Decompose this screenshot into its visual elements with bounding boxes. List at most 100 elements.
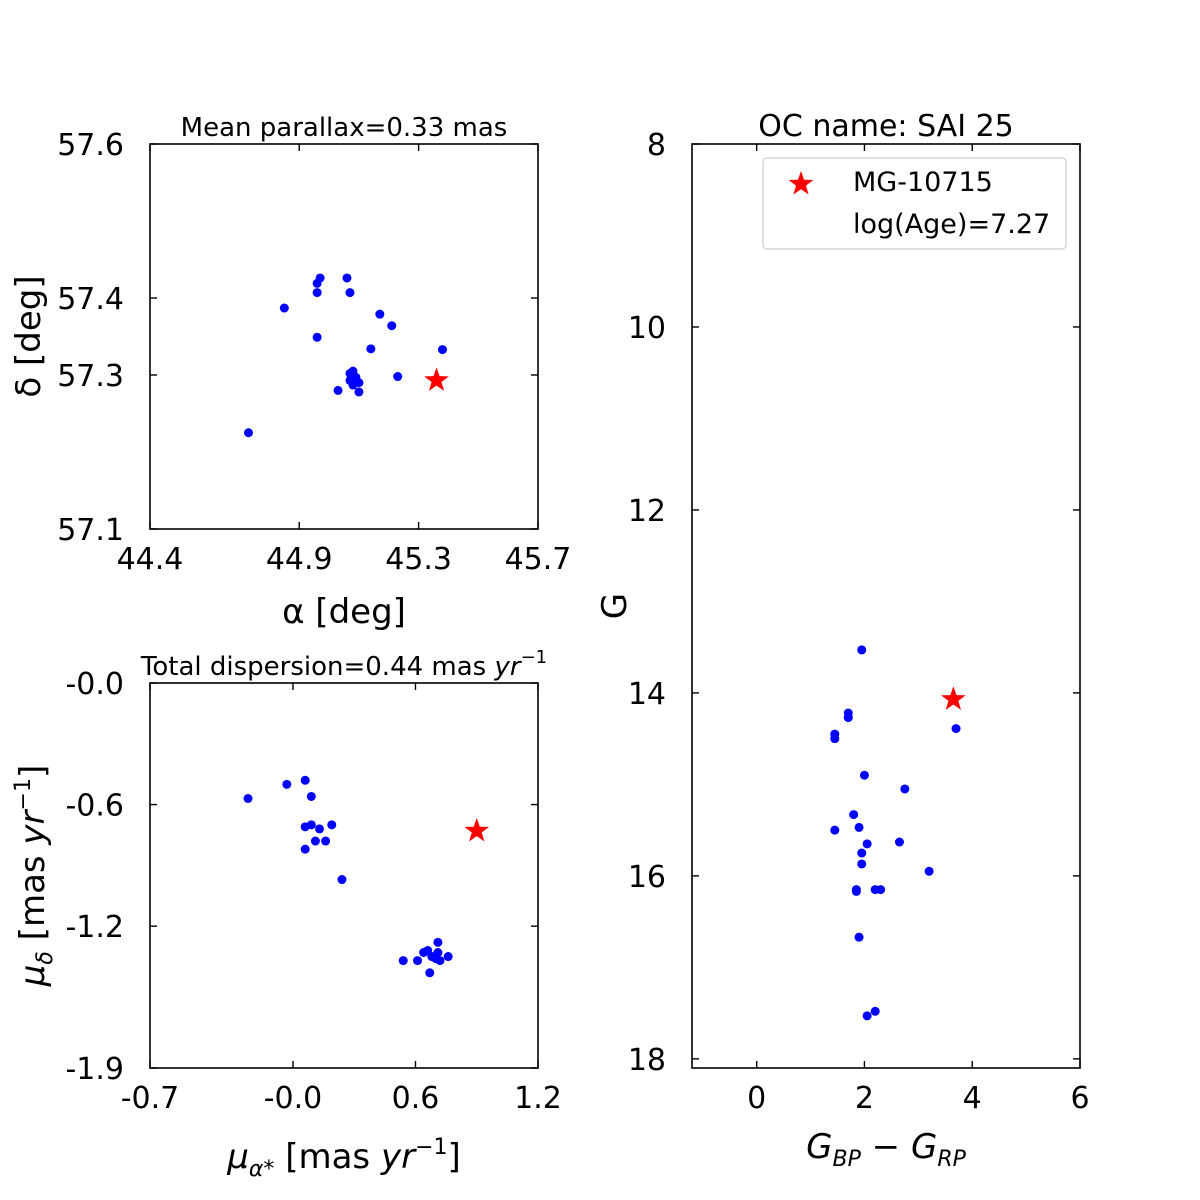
member-point [337, 875, 347, 885]
member-point [857, 859, 867, 869]
member-point [854, 932, 864, 942]
x-tick-label: 45.7 [505, 542, 572, 577]
y-axis-label: μδ [mas yr−1] [11, 765, 58, 987]
member-point [849, 810, 859, 820]
member-point [854, 822, 864, 832]
plot-frame [149, 682, 539, 1069]
y-tick-label: 8 [647, 128, 666, 163]
x-tick-label: 0.6 [392, 1081, 440, 1116]
member-point [876, 885, 886, 895]
chart-title: Total dispersion=0.44 mas yr−1 [140, 647, 547, 682]
member-point [306, 791, 316, 801]
y-tick-label: 57.1 [57, 513, 124, 548]
target-star-marker [941, 686, 966, 710]
member-point [321, 836, 331, 846]
plot-frame [691, 143, 1081, 1069]
y-tick-label: -0.6 [65, 789, 124, 824]
x-tick-label: -0.7 [121, 1081, 180, 1116]
y-tick-label: -1.9 [65, 1052, 124, 1087]
y-tick-label: 14 [628, 677, 666, 712]
panel-proper-motion: -0.7 -0.0 0.6 1.2 -1.9 -1.2 -0.6 -0.0 Total disp… [11, 647, 562, 1182]
x-tick-label: 44.9 [266, 542, 333, 577]
member-point [375, 309, 385, 319]
member-point [830, 825, 840, 835]
member-point [870, 1006, 880, 1016]
member-point [279, 303, 289, 313]
member-point [327, 820, 337, 830]
member-point [312, 288, 322, 298]
member-point [900, 784, 910, 794]
member-point [333, 385, 343, 395]
member-point [310, 836, 320, 846]
member-point [366, 344, 376, 354]
y-tick-label: -1.2 [65, 910, 124, 945]
x-axis-label: α [deg] [282, 592, 406, 632]
member-point [862, 839, 872, 849]
legend-label: MG-10715 [853, 167, 993, 198]
target-star-marker [424, 367, 449, 391]
member-point [433, 948, 443, 957]
member-point [312, 332, 322, 342]
x-tick-label: 45.3 [385, 542, 452, 577]
legend-star-marker [788, 171, 814, 195]
member-point [830, 734, 840, 744]
member-point [387, 321, 397, 331]
x-tick-label: 44.4 [117, 542, 184, 577]
member-point [398, 956, 408, 966]
legend-age-label: log(Age)=7.27 [853, 209, 1050, 240]
target-star-marker [464, 817, 490, 842]
member-point [443, 952, 453, 962]
member-point [314, 824, 324, 834]
member-point [282, 779, 292, 789]
member-point [951, 724, 961, 734]
member-point [433, 937, 443, 947]
member-point [413, 956, 423, 966]
y-tick-label: 57.3 [57, 359, 124, 394]
member-point [300, 844, 310, 854]
legend-box [762, 157, 1067, 250]
x-tick-label: 2 [855, 1081, 874, 1116]
member-point [243, 428, 253, 438]
member-point [894, 837, 904, 847]
x-tick-label: 4 [963, 1081, 982, 1116]
member-point [857, 848, 867, 858]
member-point [354, 387, 364, 397]
x-tick-label: 6 [1070, 1081, 1089, 1116]
y-tick-label: 16 [628, 860, 666, 895]
y-tick-label: 18 [628, 1043, 666, 1078]
x-tick-label: -0.0 [264, 1081, 323, 1116]
member-point [862, 1011, 872, 1021]
x-tick-label: 0 [747, 1081, 766, 1116]
member-point [315, 273, 325, 283]
y-axis-label: G [595, 593, 635, 619]
y-tick-label: 12 [628, 494, 666, 529]
y-axis-label: δ [deg] [9, 275, 49, 397]
member-point [306, 820, 316, 830]
member-point [843, 713, 853, 723]
member-point [300, 775, 310, 785]
chart-title: OC name: SAI 25 [758, 109, 1014, 144]
y-tick-label: 57.4 [57, 282, 124, 317]
x-tick-label: 1.2 [514, 1081, 562, 1116]
member-point [851, 886, 861, 896]
chart-title: Mean parallax=0.33 mas [181, 113, 508, 143]
member-point [859, 770, 869, 780]
panel-cmd: 0 2 4 6 8 10 12 14 16 18 OC name: SAI 25 GBP − GRP G… [595, 109, 1090, 1172]
member-point [435, 956, 445, 966]
member-point [857, 645, 867, 655]
member-point [437, 345, 447, 355]
plot-frame [149, 143, 539, 530]
member-point [425, 968, 435, 978]
x-axis-label: GBP − GRP [806, 1127, 966, 1172]
member-point [243, 794, 253, 803]
member-point [393, 372, 403, 382]
y-tick-label: 10 [628, 311, 666, 346]
member-point [345, 288, 355, 298]
panel-position: 44.4 44.9 45.3 45.7 57.1 57.3 57.4 57.6 Mean par… [9, 113, 571, 632]
member-point [342, 273, 352, 283]
y-tick-label: 57.6 [57, 128, 124, 163]
y-tick-label: -0.0 [65, 667, 124, 702]
member-point [924, 866, 934, 876]
x-axis-label: μα* [mas yr−1] [226, 1135, 461, 1182]
